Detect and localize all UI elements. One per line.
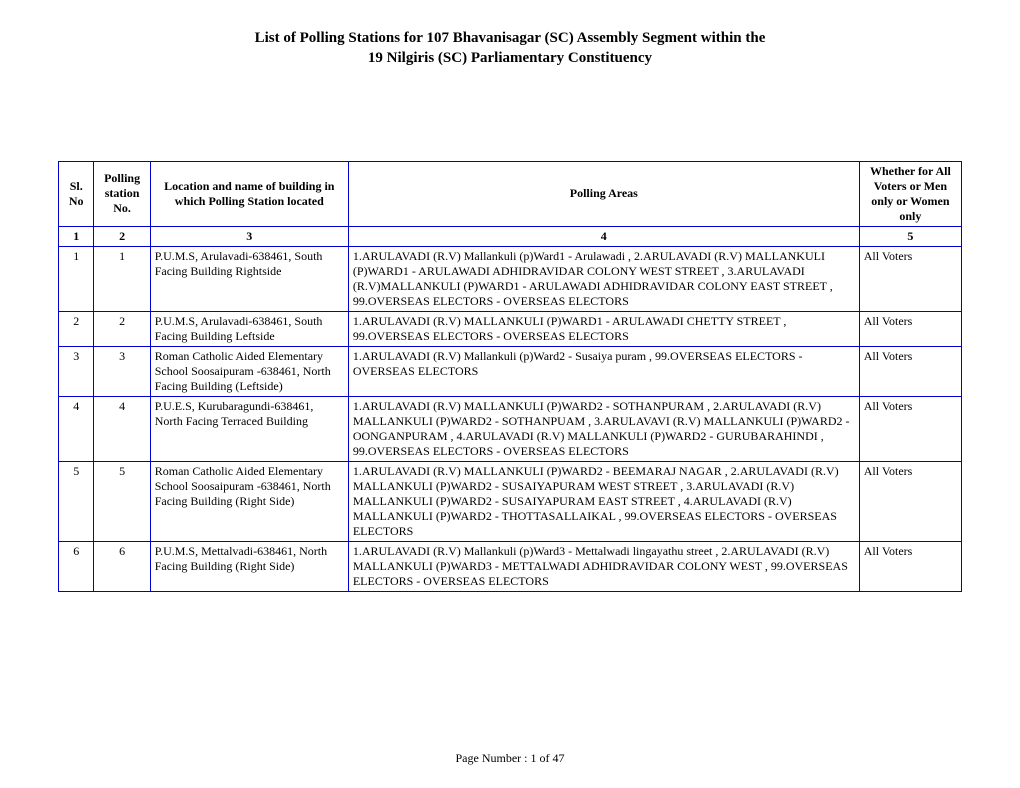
- table-number-row: 1 2 3 4 5: [59, 226, 962, 246]
- table-row: 2 2 P.U.M.S, Arulavadi-638461, South Fac…: [59, 311, 962, 346]
- numcol-3: 3: [150, 226, 348, 246]
- cell-sl: 1: [59, 246, 94, 311]
- col-header-whether: Whether for All Voters or Men only or Wo…: [859, 161, 961, 226]
- document-page: List of Polling Stations for 107 Bhavani…: [0, 0, 1020, 788]
- cell-loc: P.U.M.S, Arulavadi-638461, South Facing …: [150, 246, 348, 311]
- cell-ps: 3: [94, 346, 150, 396]
- col-header-ps: Polling station No.: [94, 161, 150, 226]
- cell-sl: 6: [59, 541, 94, 591]
- cell-ps: 6: [94, 541, 150, 591]
- cell-whether: All Voters: [859, 396, 961, 461]
- cell-ps: 1: [94, 246, 150, 311]
- table-row: 3 3 Roman Catholic Aided Elementary Scho…: [59, 346, 962, 396]
- page-title: List of Polling Stations for 107 Bhavani…: [58, 28, 962, 69]
- cell-area: 1.ARULAVADI (R.V) Mallankuli (p)Ward1 - …: [348, 246, 859, 311]
- numcol-2: 2: [94, 226, 150, 246]
- table-row: 6 6 P.U.M.S, Mettalvadi-638461, North Fa…: [59, 541, 962, 591]
- col-header-sl: Sl. No: [59, 161, 94, 226]
- table-container: Sl. No Polling station No. Location and …: [58, 161, 962, 592]
- polling-stations-table: Sl. No Polling station No. Location and …: [58, 161, 962, 592]
- cell-sl: 3: [59, 346, 94, 396]
- table-header-row: Sl. No Polling station No. Location and …: [59, 161, 962, 226]
- cell-sl: 5: [59, 461, 94, 541]
- page-footer: Page Number : 1 of 47: [0, 751, 1020, 766]
- col-header-loc: Location and name of building in which P…: [150, 161, 348, 226]
- cell-ps: 4: [94, 396, 150, 461]
- cell-loc: P.U.E.S, Kurubaragundi-638461, North Fac…: [150, 396, 348, 461]
- cell-whether: All Voters: [859, 541, 961, 591]
- title-line-2: 19 Nilgiris (SC) Parliamentary Constitue…: [58, 48, 962, 68]
- table-body: 1 1 P.U.M.S, Arulavadi-638461, South Fac…: [59, 246, 962, 591]
- cell-loc: Roman Catholic Aided Elementary School S…: [150, 346, 348, 396]
- cell-ps: 5: [94, 461, 150, 541]
- cell-area: 1.ARULAVADI (R.V) MALLANKULI (P)WARD1 - …: [348, 311, 859, 346]
- cell-area: 1.ARULAVADI (R.V) Mallankuli (p)Ward3 - …: [348, 541, 859, 591]
- cell-area: 1.ARULAVADI (R.V) MALLANKULI (P)WARD2 - …: [348, 396, 859, 461]
- cell-whether: All Voters: [859, 311, 961, 346]
- cell-loc: Roman Catholic Aided Elementary School S…: [150, 461, 348, 541]
- table-row: 5 5 Roman Catholic Aided Elementary Scho…: [59, 461, 962, 541]
- cell-area: 1.ARULAVADI (R.V) MALLANKULI (P)WARD2 - …: [348, 461, 859, 541]
- table-row: 4 4 P.U.E.S, Kurubaragundi-638461, North…: [59, 396, 962, 461]
- cell-whether: All Voters: [859, 346, 961, 396]
- cell-whether: All Voters: [859, 461, 961, 541]
- numcol-4: 4: [348, 226, 859, 246]
- col-header-area: Polling Areas: [348, 161, 859, 226]
- cell-whether: All Voters: [859, 246, 961, 311]
- cell-loc: P.U.M.S, Arulavadi-638461, South Facing …: [150, 311, 348, 346]
- cell-loc: P.U.M.S, Mettalvadi-638461, North Facing…: [150, 541, 348, 591]
- cell-sl: 4: [59, 396, 94, 461]
- table-row: 1 1 P.U.M.S, Arulavadi-638461, South Fac…: [59, 246, 962, 311]
- numcol-5: 5: [859, 226, 961, 246]
- title-line-1: List of Polling Stations for 107 Bhavani…: [58, 28, 962, 48]
- cell-area: 1.ARULAVADI (R.V) Mallankuli (p)Ward2 - …: [348, 346, 859, 396]
- numcol-1: 1: [59, 226, 94, 246]
- cell-ps: 2: [94, 311, 150, 346]
- cell-sl: 2: [59, 311, 94, 346]
